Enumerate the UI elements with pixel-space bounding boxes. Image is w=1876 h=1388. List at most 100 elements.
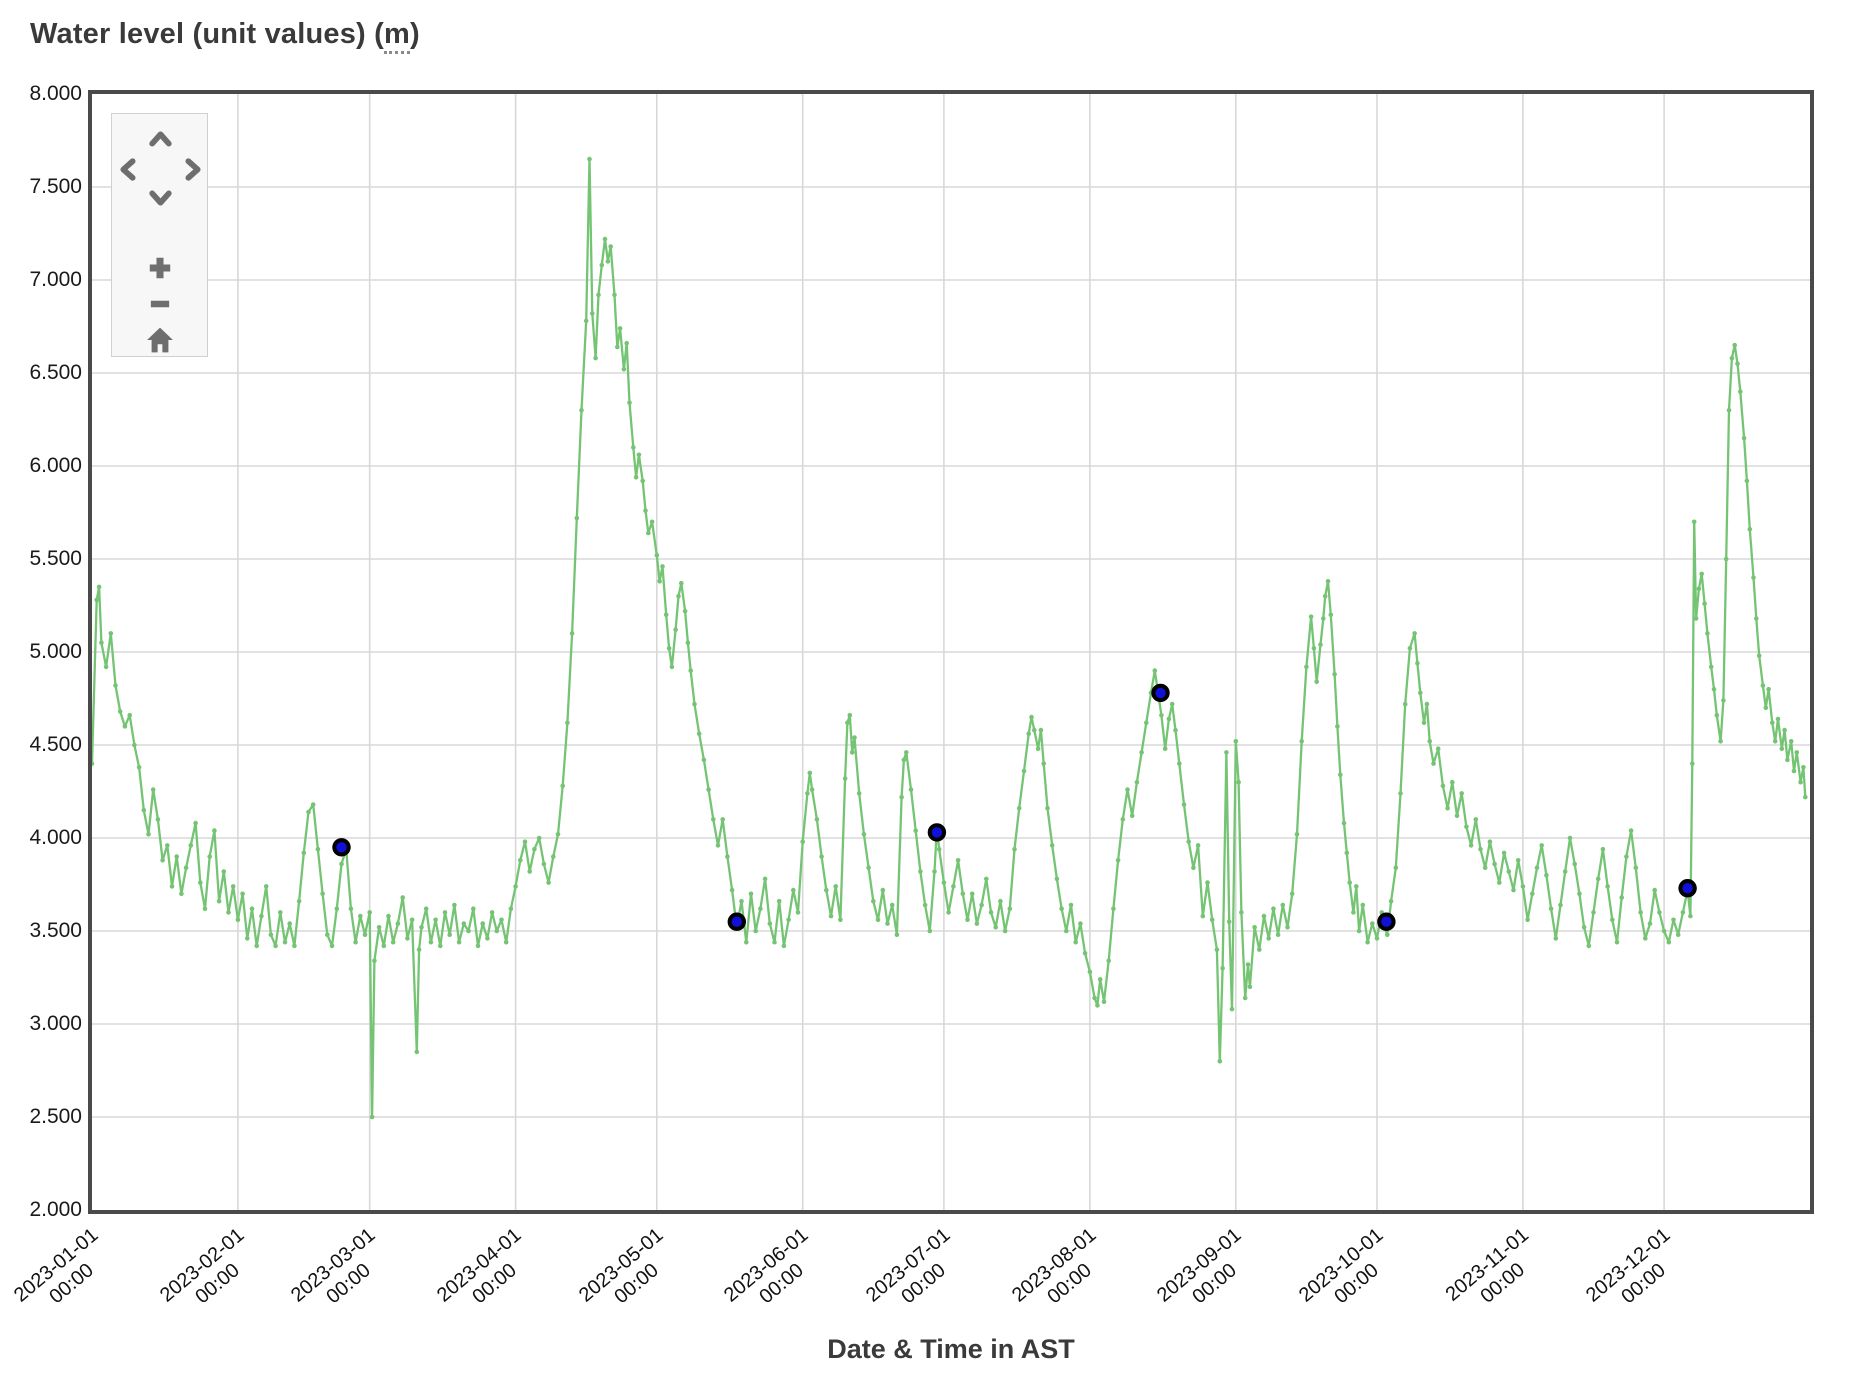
zoom-out-button[interactable]	[143, 289, 177, 319]
data-point-dot	[899, 794, 904, 800]
water-level-series-line	[92, 157, 1807, 1119]
x-tick-label: 2023-04-01 00:00	[433, 1224, 542, 1326]
data-point-dot	[1322, 593, 1328, 599]
observation-marker[interactable]	[1377, 912, 1396, 931]
data-point-dot	[1435, 746, 1441, 751]
data-point-dot	[551, 854, 556, 859]
data-point-dot	[1068, 902, 1074, 908]
pan-down-button[interactable]	[144, 182, 178, 212]
data-point-dot	[358, 913, 363, 919]
zoom-in-button[interactable]	[143, 253, 177, 283]
data-point-dot	[419, 925, 424, 930]
data-point-dot	[1544, 872, 1549, 878]
data-point-dot	[1045, 805, 1050, 811]
data-point-dot	[739, 898, 744, 904]
data-point-dot	[685, 640, 691, 645]
data-point-dot	[669, 664, 675, 670]
data-point-dot	[1139, 750, 1144, 755]
data-point-dot	[1186, 839, 1191, 844]
data-point-dot	[885, 921, 890, 926]
data-point-dot	[369, 1114, 375, 1120]
data-point-dot	[1125, 787, 1130, 792]
data-point-dot	[1026, 731, 1031, 737]
data-point-dot	[828, 913, 834, 919]
data-point-dot	[198, 880, 203, 885]
reset-home-button[interactable]	[143, 325, 177, 355]
data-point-dot	[1029, 714, 1034, 720]
data-point-dot	[1236, 779, 1241, 785]
data-point-dot	[569, 631, 575, 636]
data-point-dot	[1365, 939, 1370, 945]
data-point-dot	[132, 742, 137, 748]
observation-marker[interactable]	[332, 838, 351, 857]
y-tick-label: 3.000	[29, 1012, 82, 1035]
data-point-dot	[372, 958, 377, 964]
data-point-dot	[532, 846, 537, 852]
data-point-dot	[1675, 932, 1681, 937]
data-point-dot	[1723, 556, 1729, 562]
data-point-dot	[1577, 891, 1582, 897]
observation-marker[interactable]	[1151, 683, 1170, 703]
data-point-dot	[1041, 761, 1046, 766]
data-point-dot	[599, 262, 605, 268]
data-point-dot	[390, 939, 396, 945]
data-point-dot	[447, 932, 453, 937]
data-point-dot	[1711, 686, 1717, 692]
data-point-dot	[292, 943, 297, 949]
data-point-dot	[1111, 906, 1116, 911]
data-point-dot	[1445, 805, 1450, 811]
data-point-dot	[310, 802, 316, 807]
data-point-dot	[866, 865, 871, 871]
data-point-dot	[235, 917, 241, 923]
data-point-dot	[1770, 720, 1775, 725]
data-point-dot	[805, 791, 810, 796]
data-point-dot	[894, 932, 900, 937]
x-tick-label: 2023-10-01 00:00	[1295, 1224, 1404, 1326]
data-point-dot	[1772, 739, 1778, 744]
data-point-dot	[278, 910, 283, 915]
pan-up-button[interactable]	[144, 124, 178, 154]
data-point-dot	[1289, 891, 1295, 897]
x-tick-label: 2023-12-01 00:00	[1582, 1224, 1691, 1326]
data-point-dot	[414, 1049, 420, 1055]
data-point-dot	[527, 869, 532, 874]
data-point-dot	[1159, 712, 1164, 718]
data-point-dot	[179, 891, 184, 897]
data-point-dot	[666, 646, 672, 651]
data-point-dot	[471, 906, 476, 911]
data-point-dot	[1732, 342, 1737, 348]
data-point-dot	[1054, 876, 1060, 882]
data-point-dot	[1473, 817, 1479, 822]
data-point-dot	[1177, 761, 1182, 766]
pan-left-button[interactable]	[112, 154, 146, 184]
observation-marker[interactable]	[1678, 879, 1697, 898]
water-level-series	[92, 156, 1808, 1120]
data-point-dot	[913, 828, 918, 833]
data-point-dot	[608, 244, 613, 249]
data-point-dot	[1501, 850, 1507, 856]
data-point-dot	[663, 612, 669, 618]
plot-canvas[interactable]	[92, 94, 1810, 1210]
data-point-dot	[1633, 865, 1639, 871]
observation-marker[interactable]	[927, 823, 947, 842]
data-point-dot	[1087, 969, 1093, 975]
data-point-dot	[1424, 701, 1430, 707]
data-point-dot	[1097, 977, 1103, 982]
data-point-dot	[706, 787, 711, 792]
data-point-dot	[1247, 984, 1253, 990]
data-point-dot	[1012, 846, 1017, 852]
data-point-dot	[701, 757, 707, 763]
data-point-dot	[395, 921, 401, 926]
data-point-dot	[489, 910, 495, 915]
data-point-dot	[287, 921, 292, 926]
data-point-dot	[819, 854, 824, 859]
data-point-dot	[852, 735, 857, 740]
data-point-dot	[1233, 739, 1239, 744]
data-point-dot	[640, 478, 645, 484]
observation-marker[interactable]	[727, 912, 746, 931]
data-point-dot	[941, 880, 947, 885]
data-point-dot	[1393, 865, 1399, 871]
pan-right-button[interactable]	[176, 154, 210, 184]
data-point-dot	[587, 156, 592, 162]
data-point-dot	[1078, 921, 1083, 926]
